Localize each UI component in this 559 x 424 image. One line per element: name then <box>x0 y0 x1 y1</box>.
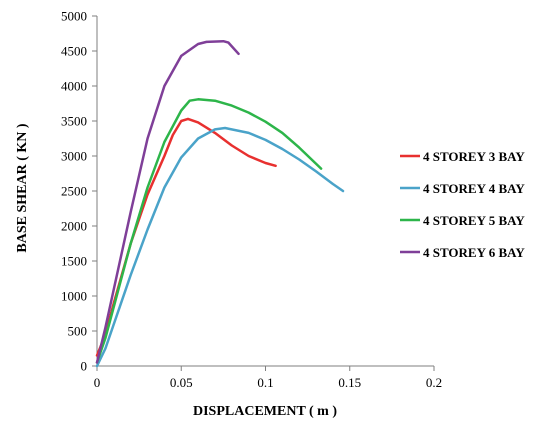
legend-label-2: 4 STOREY 4 BAY <box>423 181 525 196</box>
series-line-3 <box>95 98 323 364</box>
y-axis-title: BASE SHEAR ( KN ) <box>15 123 30 252</box>
x-tick-label: 0.1 <box>257 375 273 390</box>
series-line-4 <box>95 39 240 364</box>
y-tick-label: 3500 <box>61 114 87 129</box>
x-tick-label: 0.15 <box>338 375 361 390</box>
y-tick-label: 2500 <box>61 184 87 199</box>
series-lines <box>95 39 345 368</box>
x-tick-label: 0 <box>94 375 101 390</box>
y-tick-label: 2000 <box>61 219 87 234</box>
y-tick-label: 5000 <box>61 9 87 24</box>
y-tick-label: 0 <box>81 359 88 374</box>
axes <box>92 15 435 371</box>
y-tick-label: 1000 <box>61 289 87 304</box>
y-tick-label: 4000 <box>61 79 87 94</box>
legend-label-4: 4 STOREY 6 BAY <box>423 245 525 260</box>
series-line-1 <box>95 117 277 357</box>
y-tick-labels: 0 500 1000 1500 2000 2500 3000 3500 4000 4500 5000 <box>61 9 87 374</box>
x-axis-title: DISPLACEMENT ( m ) <box>193 404 337 419</box>
x-tick-labels: 0 0.05 0.1 0.15 0.2 <box>94 375 442 390</box>
series-line-2 <box>95 126 345 368</box>
y-tick-label: 3000 <box>61 149 87 164</box>
legend-label-1: 4 STOREY 3 BAY <box>423 149 525 164</box>
x-tick-label: 0.2 <box>426 375 442 390</box>
legend: 4 STOREY 3 BAY 4 STOREY 4 BAY 4 STOREY 5 B… <box>400 149 525 260</box>
legend-label-3: 4 STOREY 5 BAY <box>423 213 525 228</box>
y-tick-label: 1500 <box>61 254 87 269</box>
y-tick-label: 500 <box>68 324 88 339</box>
y-tick-label: 4500 <box>61 44 87 59</box>
x-tick-label: 0.05 <box>170 375 193 390</box>
